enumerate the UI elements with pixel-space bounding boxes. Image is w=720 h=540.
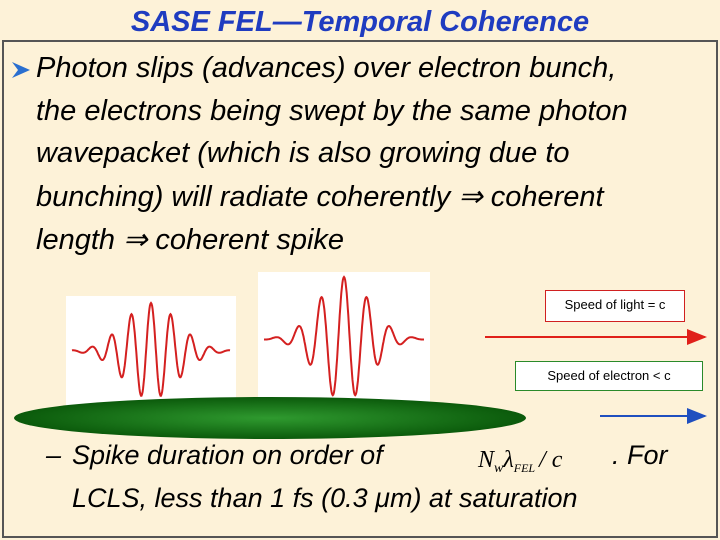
sub-bullet-dash: – [46, 440, 62, 470]
electron-bunch [14, 397, 526, 439]
sub-bullet-line: Spike duration on order of [72, 440, 383, 470]
electron-label: Speed of electron < c [515, 361, 703, 391]
bullet-line: bunching) will radiate coherently ⇒ cohe… [36, 181, 604, 213]
sub-bullet-line: . For [612, 440, 668, 470]
sub-bullet-line: LCLS, less than 1 fs (0.3 μm) at saturat… [72, 483, 578, 513]
wave-packet [71, 301, 231, 397]
wave-packet [264, 275, 424, 397]
wave-box [66, 296, 236, 406]
wave-box [258, 272, 430, 406]
slide-frame [2, 40, 718, 538]
bullet-line: the electrons being swept by the same ph… [36, 95, 628, 127]
bullet-line: Photon slips (advances) over electron bu… [36, 52, 617, 84]
bullet-line: wavepacket (which is also growing due to [36, 137, 570, 169]
formula: NwλFEL / c [477, 447, 563, 476]
bullet-arrow [12, 62, 30, 78]
slide-title: SASE FEL—Temporal Coherence [130, 6, 590, 38]
light-label: Speed of light = c [545, 290, 685, 322]
bullet-line: length ⇒ coherent spike [36, 224, 345, 256]
